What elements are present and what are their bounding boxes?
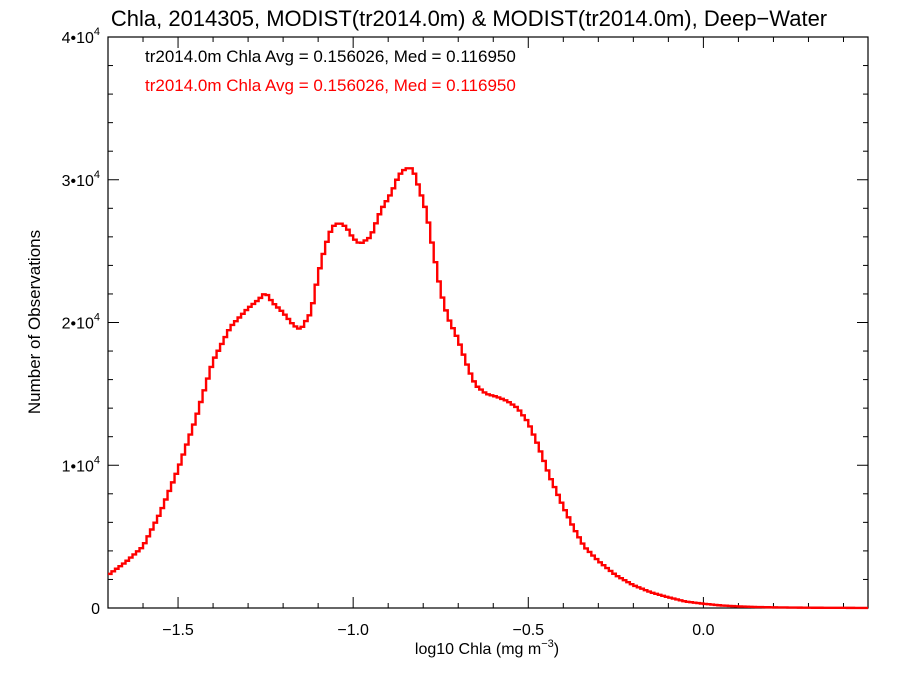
annotation-red: tr2014.0m Chla Avg = 0.156026, Med = 0.1… xyxy=(145,76,516,95)
y-tick-label: 3•104 xyxy=(62,169,100,190)
x-axis-label-end: ) xyxy=(554,641,559,658)
x-axis-label: log10 Chla (mg m−3) xyxy=(415,638,559,658)
plot-frame xyxy=(107,36,869,609)
y-tick-label: 4•104 xyxy=(62,26,100,47)
y-tick-label: 2•104 xyxy=(62,312,100,333)
y-tick-label-base: 1•10 xyxy=(62,458,94,475)
y-tick-label-base: 2•10 xyxy=(62,316,94,333)
annotation-black: tr2014.0m Chla Avg = 0.156026, Med = 0.1… xyxy=(145,47,516,66)
x-tick-label: −0.5 xyxy=(512,622,544,639)
y-tick-label-exp: 4 xyxy=(94,26,100,38)
y-tick-label-exp: 4 xyxy=(94,312,100,324)
y-tick-label-exp: 4 xyxy=(94,169,100,181)
x-axis-label-main: log10 Chla (mg m xyxy=(415,641,541,658)
x-tick-label: −1.0 xyxy=(337,622,369,639)
y-tick-label-base: 0 xyxy=(91,601,100,618)
y-tick-label-base: 4•10 xyxy=(62,30,94,47)
y-axis-label: Number of Observations xyxy=(25,230,44,414)
y-tick-label: 0 xyxy=(91,601,100,618)
y-tick-label: 1•104 xyxy=(62,454,100,475)
series-layer xyxy=(108,167,868,610)
x-axis-label-sup: −3 xyxy=(541,638,554,650)
x-tick-label: −1.5 xyxy=(162,622,194,639)
histogram-line xyxy=(108,167,868,610)
x-axis: −1.5 −1.0 −0.5 0.0 xyxy=(142,37,844,639)
x-tick-label: 0.0 xyxy=(692,622,714,639)
y-tick-label-exp: 4 xyxy=(94,454,100,466)
chart-title: Chla, 2014305, MODIST(tr2014.0m) & MODIS… xyxy=(111,6,827,31)
y-tick-label-base: 3•10 xyxy=(62,173,94,190)
